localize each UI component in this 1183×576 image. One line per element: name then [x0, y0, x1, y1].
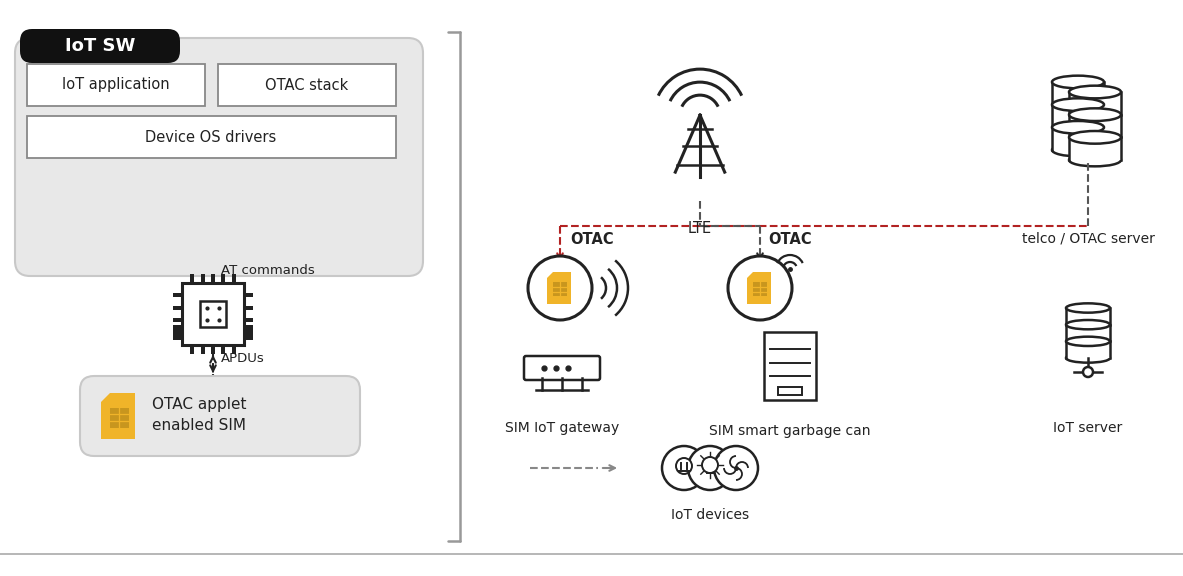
Polygon shape [547, 272, 571, 304]
Circle shape [662, 446, 706, 490]
Bar [27, 64, 205, 106]
Bar [173, 330, 182, 335]
Circle shape [528, 256, 592, 320]
Bar [764, 332, 816, 400]
Bar [244, 306, 253, 310]
Bar [754, 282, 767, 296]
Bar [173, 318, 182, 322]
Text: IoT server: IoT server [1053, 421, 1123, 435]
Bar [1066, 342, 1110, 358]
Bar [218, 64, 396, 106]
Bar [1069, 92, 1121, 115]
Text: APDUs: APDUs [221, 353, 265, 366]
Bar [232, 345, 235, 354]
Text: SIM smart garbage can: SIM smart garbage can [710, 424, 871, 438]
Ellipse shape [1069, 154, 1121, 166]
Ellipse shape [1052, 98, 1104, 111]
Bar [244, 325, 253, 330]
Ellipse shape [1069, 131, 1121, 143]
Bar [173, 335, 182, 340]
Bar [554, 282, 567, 296]
Text: enabled SIM: enabled SIM [151, 419, 246, 434]
Ellipse shape [1052, 143, 1104, 156]
FancyBboxPatch shape [524, 356, 600, 380]
Bar [190, 274, 194, 283]
Bar [244, 335, 253, 340]
Bar [110, 408, 129, 428]
Bar [221, 274, 225, 283]
Polygon shape [101, 393, 135, 439]
Bar [1066, 308, 1110, 325]
Bar [244, 330, 253, 335]
Bar [1069, 137, 1121, 160]
Text: IoT SW: IoT SW [65, 37, 135, 55]
Bar [244, 318, 253, 322]
Text: IoT application: IoT application [63, 78, 170, 93]
FancyBboxPatch shape [15, 38, 424, 276]
Bar [201, 345, 205, 354]
Text: telco / OTAC server: telco / OTAC server [1022, 231, 1155, 245]
Ellipse shape [1069, 86, 1121, 98]
Text: OTAC: OTAC [570, 232, 614, 247]
Text: LTE: LTE [689, 221, 712, 236]
Bar [182, 283, 244, 345]
Ellipse shape [1066, 304, 1110, 313]
Bar [1052, 127, 1104, 150]
Text: IoT devices: IoT devices [671, 508, 749, 522]
Ellipse shape [1069, 108, 1121, 121]
Bar [244, 293, 253, 297]
Bar [1069, 115, 1121, 137]
Bar [201, 274, 205, 283]
Bar [200, 301, 226, 327]
Bar [1052, 105, 1104, 127]
Ellipse shape [1066, 320, 1110, 329]
Ellipse shape [1066, 353, 1110, 363]
Circle shape [715, 446, 758, 490]
Circle shape [702, 457, 718, 473]
Bar [221, 345, 225, 354]
Bar [211, 345, 215, 354]
Text: Device OS drivers: Device OS drivers [146, 130, 277, 145]
Circle shape [728, 256, 791, 320]
Circle shape [675, 458, 692, 474]
Bar [173, 306, 182, 310]
Text: OTAC applet: OTAC applet [151, 396, 246, 411]
Text: AT commands: AT commands [221, 264, 315, 278]
Ellipse shape [1052, 121, 1104, 134]
Text: OTAC stack: OTAC stack [265, 78, 349, 93]
Bar [244, 331, 253, 335]
Bar [173, 325, 182, 330]
FancyBboxPatch shape [80, 376, 360, 456]
Bar [1066, 325, 1110, 342]
Bar [1052, 82, 1104, 105]
Ellipse shape [1066, 336, 1110, 346]
Text: SIM IoT gateway: SIM IoT gateway [505, 421, 619, 435]
Bar [173, 293, 182, 297]
Bar [211, 274, 215, 283]
Polygon shape [746, 272, 771, 304]
Bar [778, 387, 802, 395]
FancyBboxPatch shape [20, 29, 180, 63]
Bar [27, 116, 396, 158]
Bar [232, 274, 235, 283]
Ellipse shape [1052, 75, 1104, 88]
Bar [173, 331, 182, 335]
Circle shape [689, 446, 732, 490]
Bar [190, 345, 194, 354]
Text: OTAC: OTAC [768, 232, 812, 247]
Circle shape [1082, 367, 1093, 377]
